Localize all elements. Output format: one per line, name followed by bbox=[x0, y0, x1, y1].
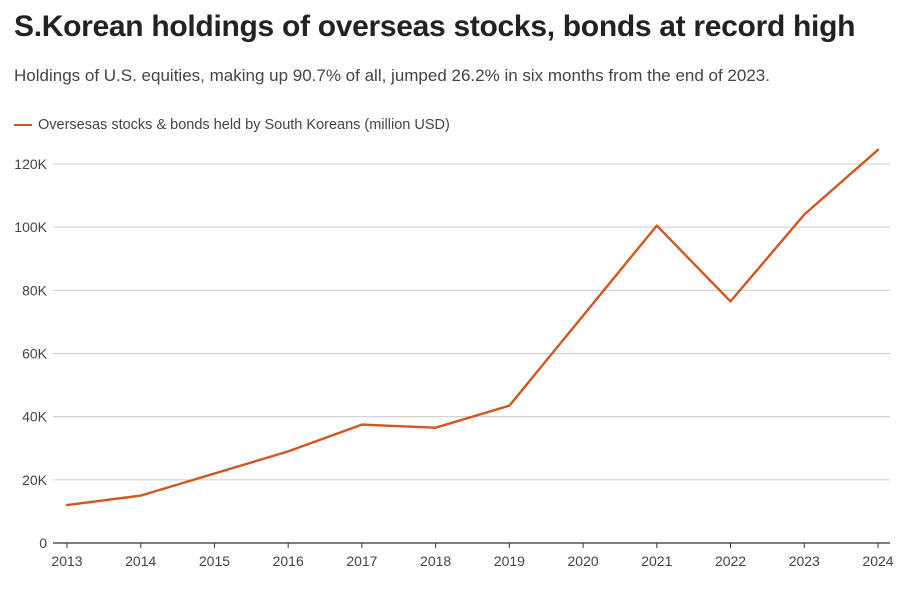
x-tick-label: 2017 bbox=[346, 553, 377, 569]
x-tick-label: 2015 bbox=[199, 553, 230, 569]
y-tick-label: 80K bbox=[22, 282, 48, 298]
y-tick-label: 40K bbox=[22, 409, 48, 425]
x-tick-label: 2016 bbox=[273, 553, 304, 569]
x-tick-label: 2024 bbox=[862, 553, 893, 569]
x-tick-label: 2021 bbox=[641, 553, 672, 569]
y-tick-label: 60K bbox=[22, 346, 48, 362]
x-tick-label: 2023 bbox=[789, 553, 820, 569]
x-tick-label: 2013 bbox=[51, 553, 82, 569]
legend-swatch bbox=[14, 123, 32, 127]
y-tick-label: 0 bbox=[39, 535, 47, 551]
x-tick-label: 2018 bbox=[420, 553, 451, 569]
chart-subtitle: Holdings of U.S. equities, making up 90.… bbox=[14, 66, 770, 85]
legend-label: Oversesas stocks & bonds held by South K… bbox=[38, 117, 450, 133]
legend: Oversesas stocks & bonds held by South K… bbox=[14, 117, 450, 133]
y-tick-label: 20K bbox=[22, 472, 48, 488]
x-tick-label: 2022 bbox=[715, 553, 746, 569]
x-tick-label: 2019 bbox=[494, 553, 525, 569]
chart-title: S.Korean holdings of overseas stocks, bo… bbox=[14, 10, 856, 43]
x-tick-label: 2020 bbox=[568, 553, 599, 569]
y-tick-label: 120K bbox=[14, 156, 47, 172]
x-tick-label: 2014 bbox=[125, 553, 156, 569]
series-line bbox=[65, 148, 880, 507]
y-tick-label: 100K bbox=[14, 219, 47, 235]
